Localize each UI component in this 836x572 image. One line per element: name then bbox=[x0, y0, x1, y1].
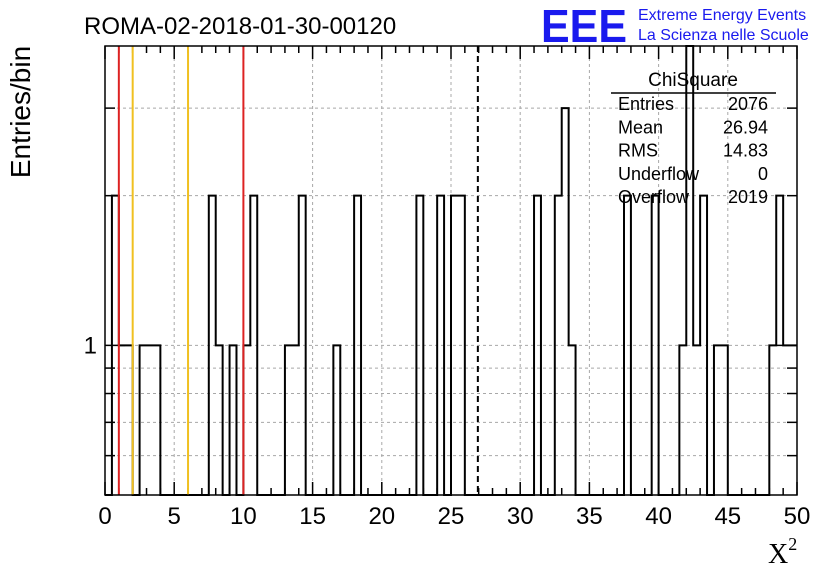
x-axis-label-superscript: 2 bbox=[788, 534, 797, 554]
stats-value: 2019 bbox=[728, 187, 768, 207]
y-tick-label: 1 bbox=[84, 332, 97, 359]
x-tick-label: 25 bbox=[438, 503, 465, 530]
stats-value: 26.94 bbox=[723, 117, 768, 137]
x-tick-label: 10 bbox=[230, 503, 257, 530]
x-tick-label: 20 bbox=[368, 503, 395, 530]
reference-lines bbox=[117, 46, 479, 495]
x-tick-label: 50 bbox=[784, 503, 811, 530]
stats-title: ChiSquare bbox=[648, 70, 738, 91]
stats-label: Entries bbox=[618, 94, 674, 114]
eee-logo: EEE Extreme Energy Events La Scienza nel… bbox=[541, 0, 809, 52]
logo-line1: Extreme Energy Events bbox=[638, 7, 806, 24]
x-tick-label: 0 bbox=[98, 503, 111, 530]
x-tick-label: 5 bbox=[168, 503, 181, 530]
stats-value: 0 bbox=[758, 164, 768, 184]
x-tick-label: 30 bbox=[507, 503, 534, 530]
logo-line2: La Scienza nelle Scuole bbox=[638, 27, 809, 44]
plot-frame bbox=[104, 45, 798, 496]
stats-box: ChiSquare Entries 2076 Mean 26.94 RMS 14.83 Un… bbox=[611, 70, 776, 207]
stats-label: RMS bbox=[618, 141, 658, 161]
chart-title: ROMA-02-2018-01-30-00120 bbox=[84, 13, 396, 40]
stats-label: Overflow bbox=[618, 187, 690, 207]
y-tick-labels: 1 bbox=[84, 332, 97, 359]
x-tick-label: 15 bbox=[299, 503, 326, 530]
stats-value: 2076 bbox=[728, 94, 768, 114]
y-axis-label: Entries/bin bbox=[5, 46, 36, 178]
stats-value: 14.83 bbox=[723, 141, 768, 161]
x-axis-label: X2 bbox=[768, 534, 797, 570]
x-tick-label: 35 bbox=[576, 503, 603, 530]
stats-rows: Entries 2076 Mean 26.94 RMS 14.83 Underflow 0 Ov… bbox=[618, 94, 768, 207]
logo-mark: EEE bbox=[541, 0, 627, 52]
stats-label: Mean bbox=[618, 117, 663, 137]
x-tick-labels: 0 5 10 15 20 25 30 35 40 45 50 bbox=[98, 503, 810, 530]
x-tick-label: 40 bbox=[645, 503, 672, 530]
x-tick-label: 45 bbox=[714, 503, 741, 530]
x-axis-label-main: X bbox=[768, 539, 788, 570]
grid bbox=[105, 46, 797, 495]
stats-label: Underflow bbox=[618, 164, 700, 184]
